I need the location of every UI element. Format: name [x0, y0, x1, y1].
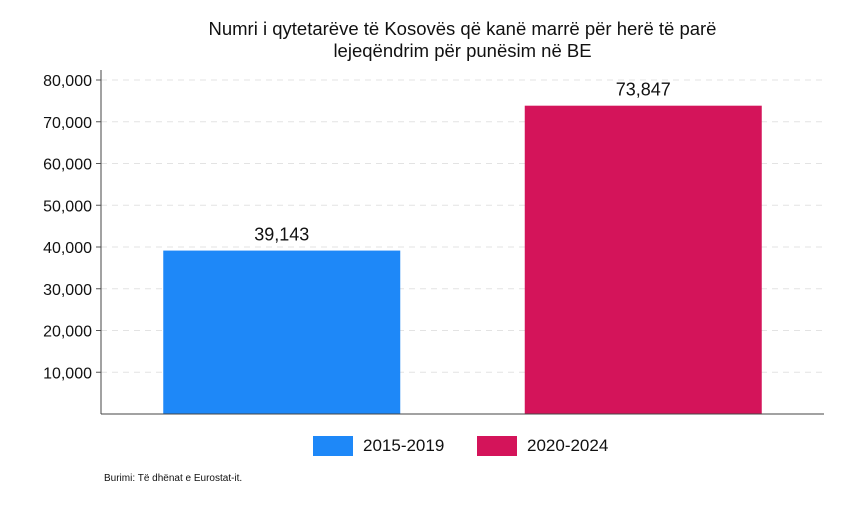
- legend-swatch-blue: [313, 436, 353, 456]
- y-tick-label: 30,000: [43, 282, 92, 299]
- bar-2015-2019: [163, 250, 401, 414]
- legend-label-2: 2020-2024: [527, 436, 609, 455]
- y-tick-label: 80,000: [43, 73, 92, 90]
- y-tick-label: 50,000: [43, 198, 92, 215]
- y-tick-label: 10,000: [43, 365, 92, 382]
- source-note: Burimi: Të dhënat e Eurostat-it.: [104, 473, 243, 484]
- legend-item-1: 2015-2019: [313, 436, 444, 456]
- title-line-2: lejeqëndrim për punësim në BE: [333, 40, 592, 61]
- legend-item-2: 2020-2024: [477, 436, 608, 456]
- y-tick-label: 20,000: [43, 324, 92, 341]
- title-line-1: Numri i qytetarëve të Kosovës që kanë ma…: [208, 18, 717, 39]
- bar-2020-2024: [524, 105, 762, 414]
- y-tick-label: 40,000: [43, 240, 92, 257]
- y-tick-label: 60,000: [43, 157, 92, 174]
- chart-title: Numri i qytetarëve të Kosovës që kanë ma…: [100, 18, 825, 62]
- legend-label-1: 2015-2019: [363, 436, 445, 455]
- legend-swatch-pink: [477, 436, 517, 456]
- y-tick-label: 70,000: [43, 115, 92, 132]
- data-label: 73,847: [616, 80, 671, 100]
- data-label: 39,143: [254, 225, 309, 245]
